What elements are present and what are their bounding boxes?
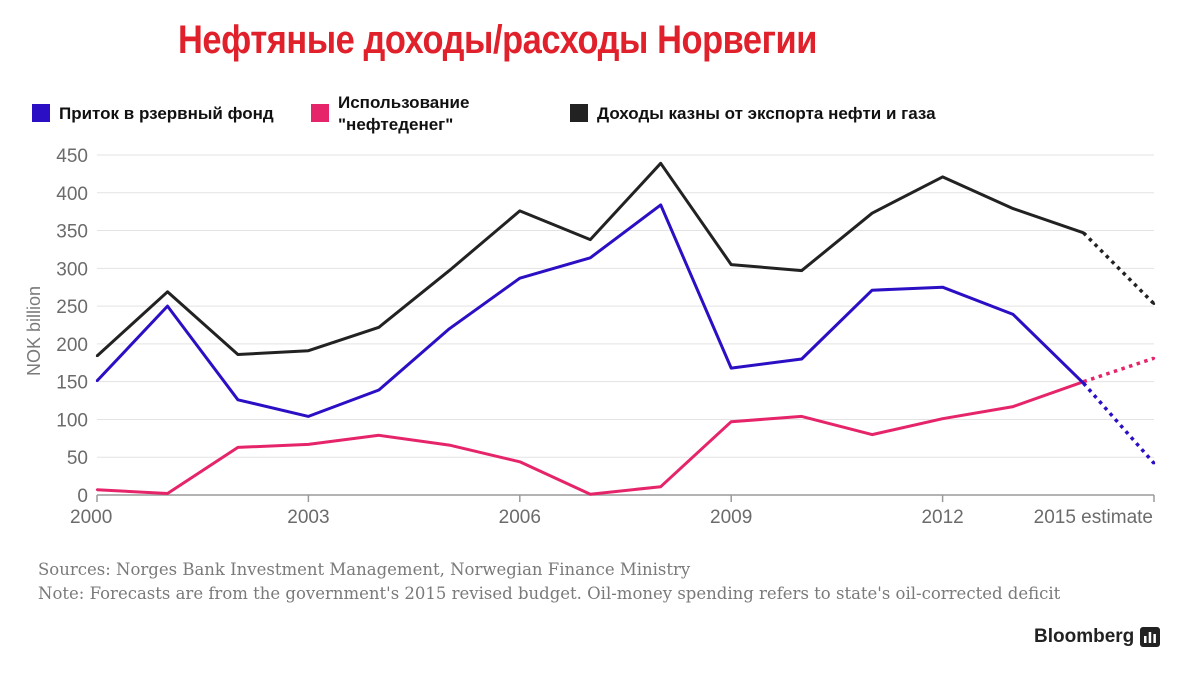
x-tick-label: 2003	[287, 507, 329, 528]
data-point-oil-money	[800, 415, 803, 418]
data-point-oil-money	[730, 420, 733, 423]
data-point-treasury-revenue	[1152, 302, 1156, 306]
data-point-oil-money	[870, 433, 874, 436]
data-point-treasury-revenue	[448, 269, 451, 272]
data-point-reserve-fund	[377, 388, 381, 392]
chart-footer: Sources: Norges Bank Investment Manageme…	[38, 558, 1068, 606]
data-point-oil-money	[95, 488, 99, 491]
x-tick-label: 2006	[499, 507, 541, 528]
legend-item-reserve-fund: Приток в рзервный фонд	[32, 103, 274, 125]
data-point-treasury-revenue	[589, 238, 592, 241]
y-tick-label: 50	[67, 448, 88, 469]
y-tick-label: 450	[56, 146, 88, 167]
y-tick-label: 250	[56, 297, 88, 318]
data-point-treasury-revenue	[377, 326, 381, 329]
data-point-reserve-fund	[1011, 313, 1015, 316]
data-point-oil-money	[1152, 357, 1156, 360]
series-line-reserve-fund	[95, 203, 1085, 418]
data-point-oil-money	[377, 434, 381, 437]
data-point-reserve-fund	[95, 379, 99, 383]
y-tick-label: 100	[56, 410, 88, 431]
legend-swatch-treasury-revenue	[570, 104, 588, 122]
data-point-reserve-fund	[1152, 462, 1156, 465]
data-point-treasury-revenue	[870, 211, 874, 215]
bar-chart-icon	[1140, 627, 1161, 647]
sources-text: Sources: Norges Bank Investment Manageme…	[38, 560, 691, 579]
data-point-oil-money	[448, 443, 451, 447]
data-point-reserve-fund	[800, 357, 803, 361]
line-chart: 0 50 100 150 200 250 300 350 400 450 2000 2003 2006 2…	[24, 146, 1156, 528]
data-point-oil-money	[659, 485, 662, 488]
y-axis-label: NOK billion	[24, 286, 44, 376]
y-tick-label: 350	[56, 222, 88, 243]
y-tick-label: 0	[77, 486, 88, 507]
data-point-treasury-revenue	[1011, 207, 1015, 210]
data-point-reserve-fund	[518, 276, 521, 280]
brand-logo: Bloomberg	[1034, 626, 1161, 648]
data-point-treasury-revenue	[1082, 231, 1085, 235]
y-tick-label: 300	[56, 259, 88, 280]
chart-title: Нефтяные доходы/расходы Норвегии	[178, 18, 817, 62]
data-point-oil-money	[941, 417, 944, 420]
data-point-reserve-fund	[730, 366, 733, 370]
data-point-treasury-revenue	[730, 263, 733, 266]
legend-item-oil-money: Использование "нефтеденег"	[311, 92, 478, 136]
data-point-oil-money	[166, 492, 169, 495]
brand-name: Bloomberg	[1034, 626, 1135, 647]
data-point-reserve-fund	[166, 304, 169, 308]
data-point-reserve-fund	[307, 415, 310, 418]
data-point-treasury-revenue	[95, 354, 99, 358]
x-tick-label: 2015 estimate	[1034, 507, 1153, 528]
series-estimate-line-treasury-revenue	[1082, 231, 1156, 306]
data-point-reserve-fund	[448, 327, 451, 330]
data-point-oil-money	[1011, 405, 1015, 408]
x-tick-label: 2000	[70, 507, 112, 528]
x-tick-label: 2009	[710, 507, 752, 528]
y-tick-label: 200	[56, 335, 88, 356]
legend-label-oil-money: Использование "нефтеденег"	[338, 93, 470, 134]
data-point-treasury-revenue	[307, 349, 310, 352]
legend-item-treasury-revenue: Доходы казны от экспорта нефти и газа	[570, 103, 936, 125]
data-point-oil-money	[236, 446, 240, 449]
x-tick-label: 2012	[921, 507, 963, 528]
data-point-reserve-fund	[659, 203, 662, 207]
data-point-reserve-fund	[1082, 381, 1085, 385]
data-point-reserve-fund	[870, 289, 874, 292]
y-tick-label: 150	[56, 373, 88, 394]
data-point-treasury-revenue	[236, 353, 240, 356]
legend-swatch-reserve-fund	[32, 104, 50, 122]
note-text: Note: Forecasts are from the government'…	[38, 584, 1061, 603]
data-point-treasury-revenue	[941, 175, 944, 179]
data-point-treasury-revenue	[518, 209, 521, 213]
legend-label-treasury-revenue: Доходы казны от экспорта нефти и газа	[597, 104, 936, 123]
data-point-treasury-revenue	[800, 269, 803, 272]
legend-label-reserve-fund: Приток в рзервный фонд	[59, 104, 274, 123]
data-point-reserve-fund	[941, 286, 944, 289]
data-point-reserve-fund	[236, 398, 240, 401]
data-point-oil-money	[518, 460, 521, 463]
data-point-treasury-revenue	[166, 290, 169, 293]
y-tick-label: 400	[56, 184, 88, 205]
data-point-reserve-fund	[589, 256, 592, 259]
series-line-treasury-revenue	[95, 161, 1084, 358]
data-point-oil-money	[307, 443, 310, 446]
data-point-oil-money	[589, 493, 592, 496]
legend-swatch-oil-money	[311, 104, 329, 122]
series-line-oil-money	[96, 380, 1085, 496]
series-estimate-line-oil-money	[1082, 356, 1155, 384]
data-point-treasury-revenue	[659, 162, 662, 165]
series-estimate-line-reserve-fund	[1082, 382, 1156, 465]
